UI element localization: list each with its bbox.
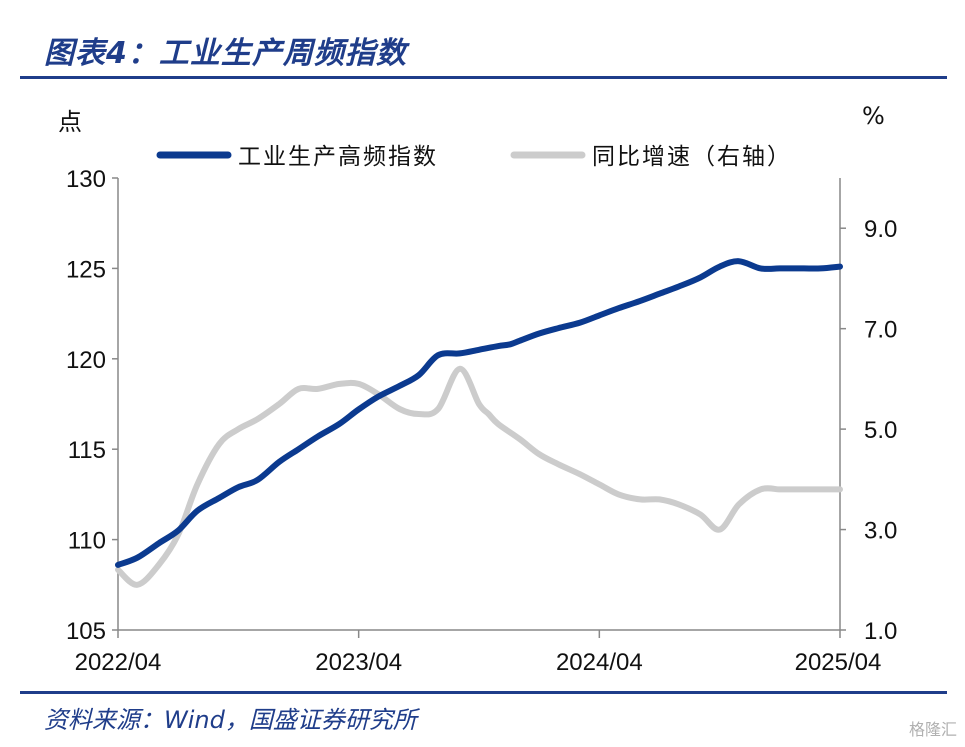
watermark-logo: 格隆汇: [908, 720, 957, 739]
series-line-index: [115, 258, 843, 568]
left-tick-label: 105: [66, 618, 106, 645]
right-axis-unit: %: [862, 102, 885, 130]
right-tick-label: 5.0: [864, 417, 897, 444]
right-tick-label: 7.0: [864, 317, 897, 344]
right-tick-label: 9.0: [864, 216, 897, 243]
bottom-rule: [20, 691, 947, 694]
source-note: 资料来源：Wind，国盛证券研究所: [44, 706, 417, 734]
axes: 105 110 115 120 125 130 1.0 3.0 5.0 7.0 9.0 2022/04…: [66, 166, 897, 676]
x-tick-label: 2024/04: [556, 649, 643, 676]
left-tick-label: 130: [66, 166, 106, 193]
x-tick-label: 2022/04: [75, 649, 162, 676]
right-tick-label: 3.0: [864, 518, 897, 545]
x-tick-label: 2025/04: [795, 649, 882, 676]
right-tick-label: 1.0: [864, 618, 897, 645]
left-tick-label: 110: [68, 528, 106, 555]
left-tick-label: 115: [68, 437, 106, 464]
series-lines: [115, 258, 843, 588]
left-tick-label: 125: [66, 256, 106, 283]
top-rule: [20, 76, 947, 79]
left-axis-unit: 点: [58, 108, 82, 136]
x-tick-label: 2023/04: [315, 649, 402, 676]
legend-label-index: 工业生产高频指数: [238, 144, 438, 170]
chart-title: 图表4：工业生产周频指数: [44, 36, 407, 71]
left-tick-label: 120: [66, 347, 106, 374]
chart-canvas: 105 110 115 120 125 130 1.0 3.0 5.0 7.0 9.0 2022/04…: [58, 102, 897, 676]
legend: 工业生产高频指数 同比增速（右轴）: [156, 144, 792, 170]
series-line-yoy: [115, 365, 843, 588]
legend-label-yoy: 同比增速（右轴）: [592, 144, 792, 170]
